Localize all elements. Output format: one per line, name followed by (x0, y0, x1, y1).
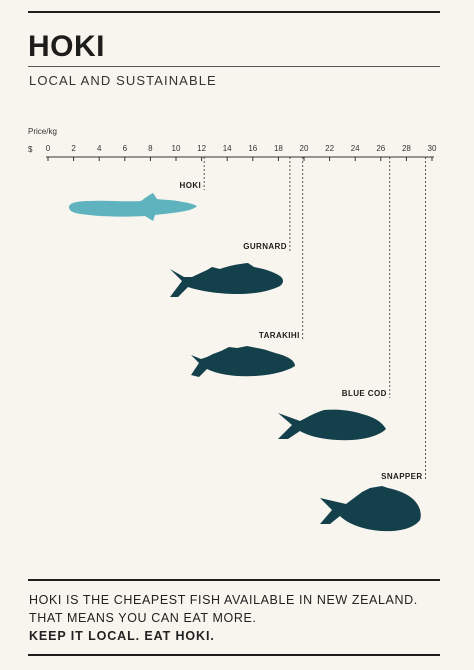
fish-labels: HOKI GURNARD TARAKIHI BLUE COD SNAPPER (180, 181, 423, 481)
fish-markers (69, 193, 421, 532)
footer-bottom-rule (28, 654, 440, 656)
fish-tarakihi (191, 346, 295, 377)
page-title: HOKI (28, 30, 105, 63)
drop-lines (203, 157, 427, 481)
fish-label-snapper: SNAPPER (381, 472, 422, 481)
x-axis: 0 2 4 6 8 10 12 14 16 18 20 22 24 26 28 30 (46, 144, 437, 161)
fish-label-gurnard: GURNARD (243, 242, 287, 251)
x-tick-label: 14 (223, 144, 232, 153)
fish-gurnard-icon (170, 263, 283, 297)
top-rule (28, 11, 440, 13)
x-tick-label: 10 (172, 144, 181, 153)
footer-call-to-action: KEEP IT LOCAL. EAT HOKI. (29, 629, 215, 643)
x-tick-label: 24 (351, 144, 360, 153)
footer-top-rule (28, 579, 440, 581)
x-tick-label: 2 (71, 144, 76, 153)
x-tick-label: 0 (46, 144, 51, 153)
x-axis-unit-symbol: $ (28, 145, 33, 154)
x-tick-label: 26 (376, 144, 385, 153)
fish-hoki-icon (69, 193, 197, 221)
x-tick-label: 18 (274, 144, 283, 153)
x-axis-label: Price/kg (28, 127, 57, 136)
page-subtitle: LOCAL AND SUSTAINABLE (29, 73, 217, 88)
fish-snapper (320, 486, 421, 532)
fish-label-hoki: HOKI (180, 181, 202, 190)
footer-line-2: THAT MEANS YOU CAN EAT MORE. (29, 611, 257, 625)
fish-blue-cod (278, 409, 386, 441)
x-tick-label: 16 (248, 144, 257, 153)
title-divider (28, 66, 440, 67)
x-tick-label: 20 (300, 144, 309, 153)
fish-snapper-icon (320, 486, 421, 532)
fish-blue-cod-icon (278, 409, 386, 441)
x-tick-label: 6 (123, 144, 128, 153)
fish-label-blue-cod: BLUE COD (342, 389, 387, 398)
x-tick-label: 28 (402, 144, 411, 153)
fish-label-tarakihi: TARAKIHI (259, 331, 300, 340)
x-tick-label: 22 (325, 144, 334, 153)
x-tick-label: 12 (197, 144, 206, 153)
footer-line-1: HOKI IS THE CHEAPEST FISH AVAILABLE IN N… (29, 593, 418, 607)
fish-gurnard (170, 263, 283, 297)
x-tick-label: 30 (428, 144, 437, 153)
fish-price-chart: Price/kg $ 0 2 4 6 8 10 12 14 16 18 20 22 24 26 28 30 H… (28, 127, 437, 532)
fish-tarakihi-icon (191, 346, 295, 377)
x-tick-label: 4 (97, 144, 102, 153)
x-tick-label: 8 (148, 144, 153, 153)
fish-hoki (69, 193, 197, 221)
